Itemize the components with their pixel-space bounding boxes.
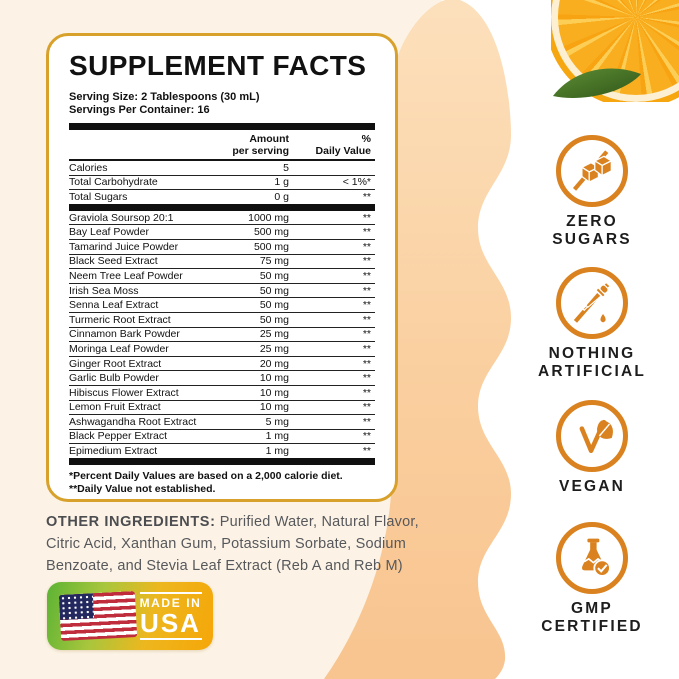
- fact-row: Black Pepper Extract 1 mg **: [69, 430, 375, 445]
- usa-rule-top: [139, 592, 202, 594]
- badge-nothing-artificial: NOTHING ARTIFICIAL: [512, 267, 672, 380]
- facts-table-body: Calories 5 Total Carbohydrate 1 g < 1%* Total…: [69, 161, 375, 465]
- badge-label: GMP: [571, 600, 613, 617]
- fact-row: Senna Leaf Extract 50 mg **: [69, 298, 375, 313]
- daily-value-header: % Daily Value: [315, 133, 371, 157]
- serving-size: Serving Size: 2 Tablespoons (30 mL): [69, 91, 260, 103]
- made-in-label: MADE IN: [139, 596, 202, 610]
- vegan-icon: [556, 400, 628, 472]
- amount-per-serving-header: Amount per serving: [232, 133, 289, 157]
- servings-per-container: Servings Per Container: 16: [69, 104, 210, 116]
- nothing-artificial-icon: [556, 267, 628, 339]
- other-ingredients-label: OTHER INGREDIENTS:: [46, 514, 216, 530]
- panel-title: SUPPLEMENT FACTS: [69, 50, 367, 81]
- divider-thick: [69, 123, 375, 130]
- footnote-daily-values: *Percent Daily Values are based on a 2,0…: [69, 469, 343, 482]
- badge-vegan: VEGAN: [512, 400, 672, 496]
- badge-zero-sugars: ZERO SUGARS: [512, 135, 672, 248]
- badge-gmp-certified: GMP CERTIFIED: [512, 522, 672, 635]
- badge-label: NOTHING: [548, 345, 636, 362]
- fact-row: Calories 5: [69, 161, 375, 176]
- zero-sugars-icon: [556, 135, 628, 207]
- fact-row: Epimedium Extract 1 mg **: [69, 445, 371, 458]
- header-spacer: [69, 133, 225, 157]
- usa-flag-icon: [58, 591, 138, 641]
- badge-label: SUGARS: [552, 230, 632, 248]
- flag-canton-stars: [58, 593, 95, 620]
- badge-label: CERTIFIED: [541, 617, 643, 635]
- gmp-certified-icon: [556, 522, 628, 594]
- orange-fruit-image: [551, 0, 679, 102]
- divider-thick: [69, 457, 375, 465]
- usa-rule-bottom: [139, 638, 202, 640]
- fact-row: Moringa Leaf Powder 25 mg **: [69, 342, 375, 357]
- divider-thick: [69, 203, 375, 211]
- fact-row: Bay Leaf Powder 500 mg **: [69, 225, 375, 240]
- fact-row: Garlic Bulb Powder 10 mg **: [69, 371, 375, 386]
- made-in-usa-badge: MADE IN USA: [47, 582, 213, 650]
- fact-row: Turmeric Root Extract 50 mg **: [69, 313, 375, 328]
- fact-row: Ginger Root Extract 20 mg **: [69, 357, 375, 372]
- fact-row: Total Carbohydrate 1 g < 1%*: [69, 176, 375, 191]
- supplement-facts-panel: SUPPLEMENT FACTS Serving Size: 2 Tablesp…: [46, 33, 398, 502]
- fact-row: Black Seed Extract 75 mg **: [69, 255, 375, 270]
- fact-row: Tamarind Juice Powder 500 mg **: [69, 240, 375, 255]
- footnote-dv-not-established: **Daily Value not established.: [69, 482, 216, 495]
- fact-row: Ashwagandha Root Extract 5 mg **: [69, 415, 375, 430]
- usa-label: USA: [140, 608, 201, 638]
- fact-row: Cinnamon Bark Powder 25 mg **: [69, 328, 375, 343]
- facts-table-header: Amount per serving % Daily Value: [69, 130, 375, 161]
- orange-leaf: [553, 68, 641, 98]
- fact-row: Total Sugars 0 g **: [69, 190, 371, 203]
- other-ingredients: OTHER INGREDIENTS: Purified Water, Natur…: [46, 511, 456, 577]
- fact-row: Lemon Fruit Extract 10 mg **: [69, 401, 375, 416]
- fact-row: Irish Sea Moss 50 mg **: [69, 284, 375, 299]
- fact-row: Neem Tree Leaf Powder 50 mg **: [69, 269, 375, 284]
- badge-label: ZERO: [566, 213, 618, 230]
- other-ingredients-text: Purified Water, Natural Flavor, Citric A…: [46, 514, 419, 574]
- fact-row: Hibiscus Flower Extract 10 mg **: [69, 386, 375, 401]
- badge-label: VEGAN: [558, 478, 626, 495]
- badge-label: ARTIFICIAL: [537, 362, 647, 380]
- fact-row: Graviola Soursop 20:1 1000 mg **: [69, 211, 375, 226]
